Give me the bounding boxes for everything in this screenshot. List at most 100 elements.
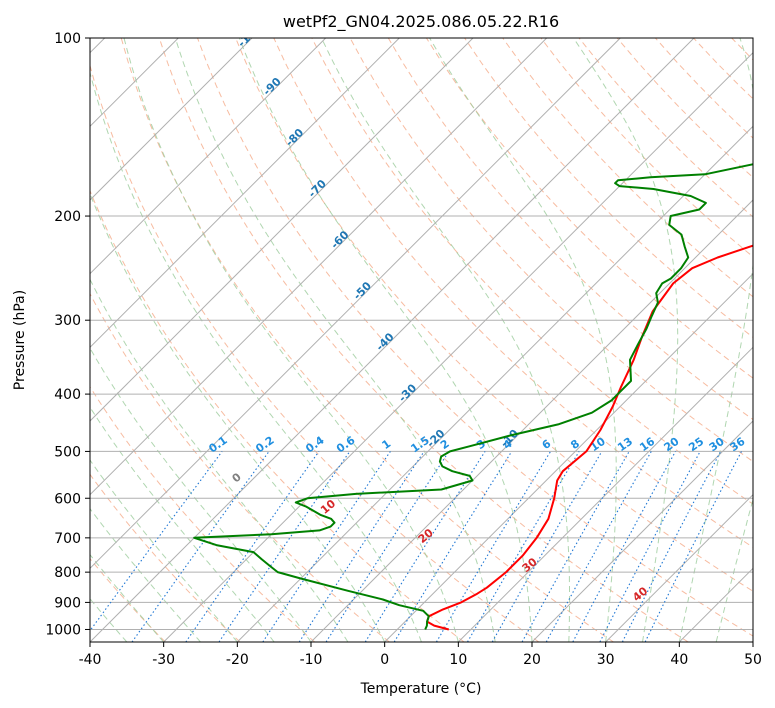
dry-adiabat xyxy=(90,385,316,642)
moist-adiabat xyxy=(429,38,617,642)
chart-title: wetPf2_GN04.2025.086.05.22.R16 xyxy=(283,12,559,32)
mixing-ratio-line xyxy=(467,451,580,642)
dry-adiabat xyxy=(273,38,753,548)
isotherm-label: -80 xyxy=(283,126,306,149)
dry-adiabat xyxy=(90,189,465,642)
mixing-ratio-label: 0.1 xyxy=(206,434,229,456)
isotherm-label: -60 xyxy=(328,228,351,251)
mixing-ratio-line xyxy=(325,451,450,642)
isotherm-label: -50 xyxy=(351,279,374,302)
mixing-ratio-label: 0.4 xyxy=(303,433,327,455)
y-tick-label: 900 xyxy=(54,595,81,611)
dry-adiabat xyxy=(158,38,689,642)
isotherm-line xyxy=(384,272,753,642)
dry-adiabat xyxy=(90,63,540,642)
x-tick-label: 30 xyxy=(597,652,615,668)
dry-adiabat xyxy=(349,38,753,463)
dry-adiabat xyxy=(387,38,753,421)
moist-adiabat xyxy=(573,38,679,642)
mixing-ratio-line xyxy=(298,451,425,642)
x-tick-label: 10 xyxy=(449,652,467,668)
isotherm-line xyxy=(90,38,400,349)
moist-adiabat xyxy=(90,70,422,642)
mixing-ratio-line xyxy=(435,451,552,642)
isotherm-line xyxy=(605,493,753,642)
moist-adiabat xyxy=(174,38,496,642)
moist-adiabat xyxy=(90,598,128,642)
y-tick-label: 400 xyxy=(54,387,81,403)
moist-adiabat xyxy=(90,553,165,642)
mixing-ratio-label: 8 xyxy=(568,437,582,452)
moist-adiabat xyxy=(90,192,386,642)
isotherm-line xyxy=(90,38,327,275)
isotherm-line xyxy=(90,38,253,201)
dry-adiabat xyxy=(90,473,241,642)
mixing-ratio-line xyxy=(131,451,270,642)
moist-adiabat xyxy=(238,38,533,642)
isotherm-line xyxy=(531,420,753,642)
dry-adiabat-label: 10 xyxy=(318,497,338,517)
isotherm-line xyxy=(90,38,474,422)
dry-adiabat xyxy=(311,38,753,505)
y-tick-label: 100 xyxy=(54,31,81,47)
mixing-ratio-label: 0.2 xyxy=(253,434,276,456)
mixing-ratio-line xyxy=(393,451,513,642)
y-axis-label: Pressure (hPa) xyxy=(12,290,28,390)
y-tick-label: 200 xyxy=(54,209,81,225)
x-tick-label: 50 xyxy=(744,652,762,668)
x-tick-label: 20 xyxy=(523,652,541,668)
mixing-ratio-line xyxy=(90,451,223,632)
y-tick-label: 1000 xyxy=(45,622,81,638)
dry-adiabat xyxy=(693,38,753,100)
moist-adiabat xyxy=(123,38,459,642)
y-tick-label: 500 xyxy=(54,444,81,460)
x-tick-label: 40 xyxy=(670,652,688,668)
mixing-ratio-label: 1 xyxy=(380,437,394,452)
dry-adiabat xyxy=(770,38,775,642)
isotherm-line xyxy=(310,199,753,642)
moist-adiabat xyxy=(90,507,201,642)
moist-adiabat xyxy=(90,347,312,642)
isotherm-line xyxy=(90,38,548,496)
dewpoint-profile-line xyxy=(193,163,753,630)
dry-adiabat xyxy=(655,38,753,139)
mixing-ratio-line xyxy=(521,451,630,642)
isotherm-line xyxy=(163,51,753,642)
dry-adiabat xyxy=(235,38,753,592)
isotherm-label: -90 xyxy=(260,75,283,98)
mixing-ratio-line xyxy=(572,451,676,642)
moist-adiabat xyxy=(90,459,238,642)
isotherm-line xyxy=(752,641,753,642)
mixing-ratio-line xyxy=(545,451,652,642)
mixing-ratio-line xyxy=(644,451,742,642)
moist-adiabat xyxy=(715,497,753,642)
isotherm-line xyxy=(90,38,695,642)
dry-adiabat-label: 0 xyxy=(230,470,244,485)
y-tick-label: 700 xyxy=(54,531,81,547)
moist-adiabat xyxy=(321,38,571,642)
moist-adiabat xyxy=(90,406,275,642)
x-axis-label: Temperature (°C) xyxy=(360,681,482,697)
y-tick-label: 300 xyxy=(54,313,81,329)
dry-adiabat xyxy=(90,292,390,642)
isotherm-label: -30 xyxy=(396,381,419,404)
x-tick-label: -40 xyxy=(79,652,102,668)
plot-frame xyxy=(89,37,754,643)
mixing-ratio-line xyxy=(621,451,722,642)
isotherm-line xyxy=(457,346,753,642)
isotherm-label: -70 xyxy=(306,177,329,200)
moist-adiabat xyxy=(752,640,753,642)
dry-adiabat xyxy=(502,38,753,298)
moist-adiabat xyxy=(678,38,753,642)
moist-adiabat xyxy=(90,278,349,642)
isotherm-label: -100 xyxy=(235,21,264,50)
isotherm-line xyxy=(236,125,753,642)
isotherm-line xyxy=(90,38,621,570)
mixing-ratio-line xyxy=(599,451,701,642)
y-tick-label: 800 xyxy=(54,565,81,581)
x-tick-label: -10 xyxy=(300,652,323,668)
isotherm-line xyxy=(678,567,753,642)
dry-adiabat-label: 20 xyxy=(416,526,436,546)
